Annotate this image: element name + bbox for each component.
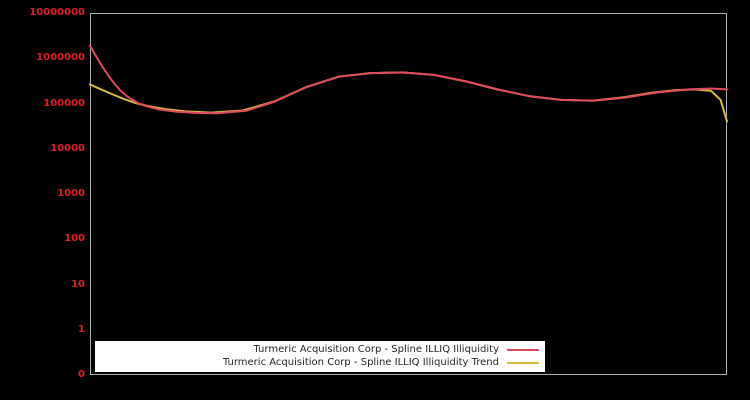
y-tick-label: 100 <box>64 233 85 245</box>
legend-label: Turmeric Acquisition Corp - Spline ILLIQ… <box>222 357 499 368</box>
plot-area <box>90 13 727 375</box>
y-axis-tick-labels: 10000000 1000000 100000 10000 1000 100 1… <box>0 0 85 400</box>
legend-color-swatch-icon <box>507 349 539 351</box>
legend-label: Turmeric Acquisition Corp - Spline ILLIQ… <box>253 344 499 355</box>
y-tick-label: 10000000 <box>29 7 85 18</box>
y-tick-label: 1000000 <box>36 52 85 64</box>
y-tick-label: 10000 <box>50 142 85 154</box>
legend-color-swatch-icon <box>507 362 539 364</box>
y-tick-label: 10 <box>71 278 85 290</box>
y-tick-label: 0 <box>78 369 85 380</box>
y-tick-label: 1 <box>78 323 85 335</box>
y-tick-label: 1000 <box>57 188 85 199</box>
legend-item[interactable]: Turmeric Acquisition Corp - Spline ILLIQ… <box>95 344 545 357</box>
y-tick-label: 100000 <box>43 97 85 109</box>
chart-legend[interactable]: Turmeric Acquisition Corp - Spline ILLIQ… <box>95 341 545 372</box>
legend-item[interactable]: Turmeric Acquisition Corp - Spline ILLIQ… <box>95 357 545 370</box>
